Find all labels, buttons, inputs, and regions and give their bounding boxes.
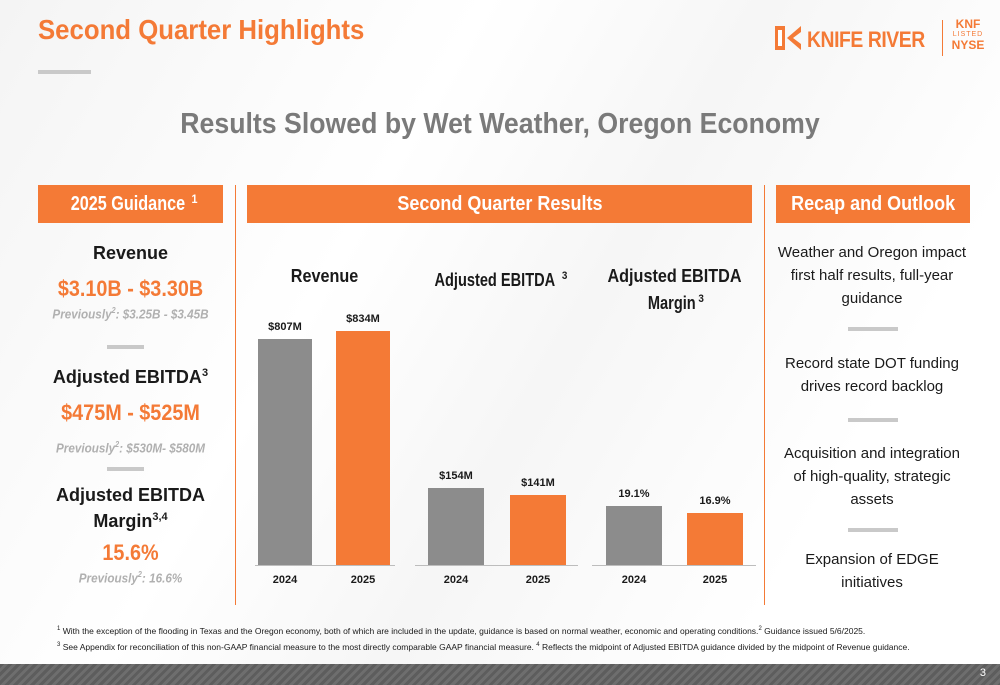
slide-title: Second Quarter Highlights: [38, 14, 365, 45]
guidance-revenue: Revenue $3.10B - $3.30B Previously2: $3.…: [38, 242, 223, 321]
bar-2025: [336, 331, 390, 565]
logo-divider: [942, 20, 943, 56]
bar-value-label: $154M: [439, 470, 473, 482]
headline: Results Slowed by Wet Weather, Oregon Ec…: [180, 108, 820, 140]
title-rule: [38, 70, 91, 74]
bar-value-label: $834M: [346, 313, 380, 326]
guidance-revenue-label: Revenue: [92, 243, 169, 263]
results-header: Second Quarter Results: [247, 185, 752, 223]
guidance-margin-previous: Previously2: 16.6%: [78, 570, 183, 586]
ticker-symbol: KNF: [955, 17, 981, 31]
recap-item-1: Weather and Oregon impact first half res…: [777, 244, 967, 307]
x-tick-label: 2024: [443, 574, 469, 586]
page-number: 3: [979, 667, 986, 679]
chart-baseline: [592, 565, 756, 566]
x-tick-label: 2024: [272, 574, 298, 586]
chart-title-revenue: Revenue: [291, 266, 359, 286]
bar-value-label: 16.9%: [699, 494, 731, 507]
guidance-ebitda-label: Adjusted EBITDA3: [52, 367, 209, 387]
divider-left: [235, 185, 236, 605]
x-tick-label: 2024: [621, 574, 647, 586]
footnote-1: 1 With the exception of the flooding in …: [57, 626, 866, 636]
recap-item-4: Expansion of EDGE initiatives: [805, 551, 939, 591]
guidance-ebitda-value: $475M - $525M: [61, 400, 200, 425]
footer-band: [0, 664, 1000, 685]
bar-value-label: 19.1%: [618, 488, 650, 501]
chart-title-margin: Adjusted EBITDA Margin 3: [607, 266, 742, 313]
recap-separator-2: [848, 418, 898, 422]
ticker-exchange: NYSE: [951, 38, 985, 52]
guidance-margin-label-1: Adjusted EBITDA: [55, 485, 205, 505]
guidance-ebitda-previous: Previously2: $530M- $580M: [55, 440, 206, 456]
recap-header: Recap and Outlook: [776, 185, 970, 223]
logo: KNIFE RIVER KNF LISTED NYSE: [775, 18, 985, 58]
guidance-margin-value: 15.6%: [102, 540, 159, 565]
divider-right: [764, 185, 765, 605]
bar-2024: [606, 506, 662, 565]
logo-wordmark: KNIFE RIVER: [807, 27, 925, 52]
logo-ticker: KNF LISTED NYSE: [951, 18, 985, 51]
recap-item-2: Record state DOT funding drives record b…: [785, 355, 959, 395]
chart-title-ebitda: Adjusted EBITDA 3: [434, 270, 568, 290]
guidance-revenue-previous: Previously2: $3.25B - $3.45B: [52, 306, 209, 322]
chart-baseline: [255, 565, 395, 566]
chart-baseline: [415, 565, 578, 566]
results-header-text: Second Quarter Results: [396, 192, 603, 215]
recap-separator-3: [848, 528, 898, 532]
guidance-separator-2: [107, 467, 144, 471]
bar-value-label: $807M: [268, 321, 302, 334]
guidance-margin-label-2: Margin3,4: [93, 511, 168, 531]
bar-2025: [510, 494, 566, 565]
x-tick-label: 2025: [702, 574, 728, 586]
footnote-2: 3 See Appendix for reconciliation of thi…: [57, 642, 910, 652]
bar-2024: [258, 339, 312, 565]
guidance-ebitda: Adjusted EBITDA3 $475M - $525M Previousl…: [38, 362, 223, 455]
recap-item-3: Acquisition and integration of high-qual…: [784, 445, 960, 508]
recap-separator-1: [848, 327, 898, 331]
bar-2024: [428, 488, 484, 565]
knife-river-logo-icon: [775, 26, 801, 50]
guidance-revenue-value: $3.10B - $3.30B: [57, 276, 204, 301]
recap-header-text: Recap and Outlook: [790, 192, 956, 215]
bar-2025: [687, 512, 743, 565]
guidance-header-text: 2025 Guidance: [70, 193, 185, 216]
guidance-separator-1: [107, 345, 144, 349]
x-tick-label: 2025: [525, 574, 551, 586]
x-tick-label: 2025: [350, 574, 376, 586]
guidance-header-sup: 1: [191, 191, 198, 206]
bar-value-label: $141M: [521, 476, 555, 489]
guidance-header: 2025 Guidance 1: [38, 185, 223, 223]
ticker-listed: LISTED: [952, 31, 984, 38]
guidance-margin: Adjusted EBITDA Margin3,4 15.6% Previous…: [38, 484, 223, 585]
